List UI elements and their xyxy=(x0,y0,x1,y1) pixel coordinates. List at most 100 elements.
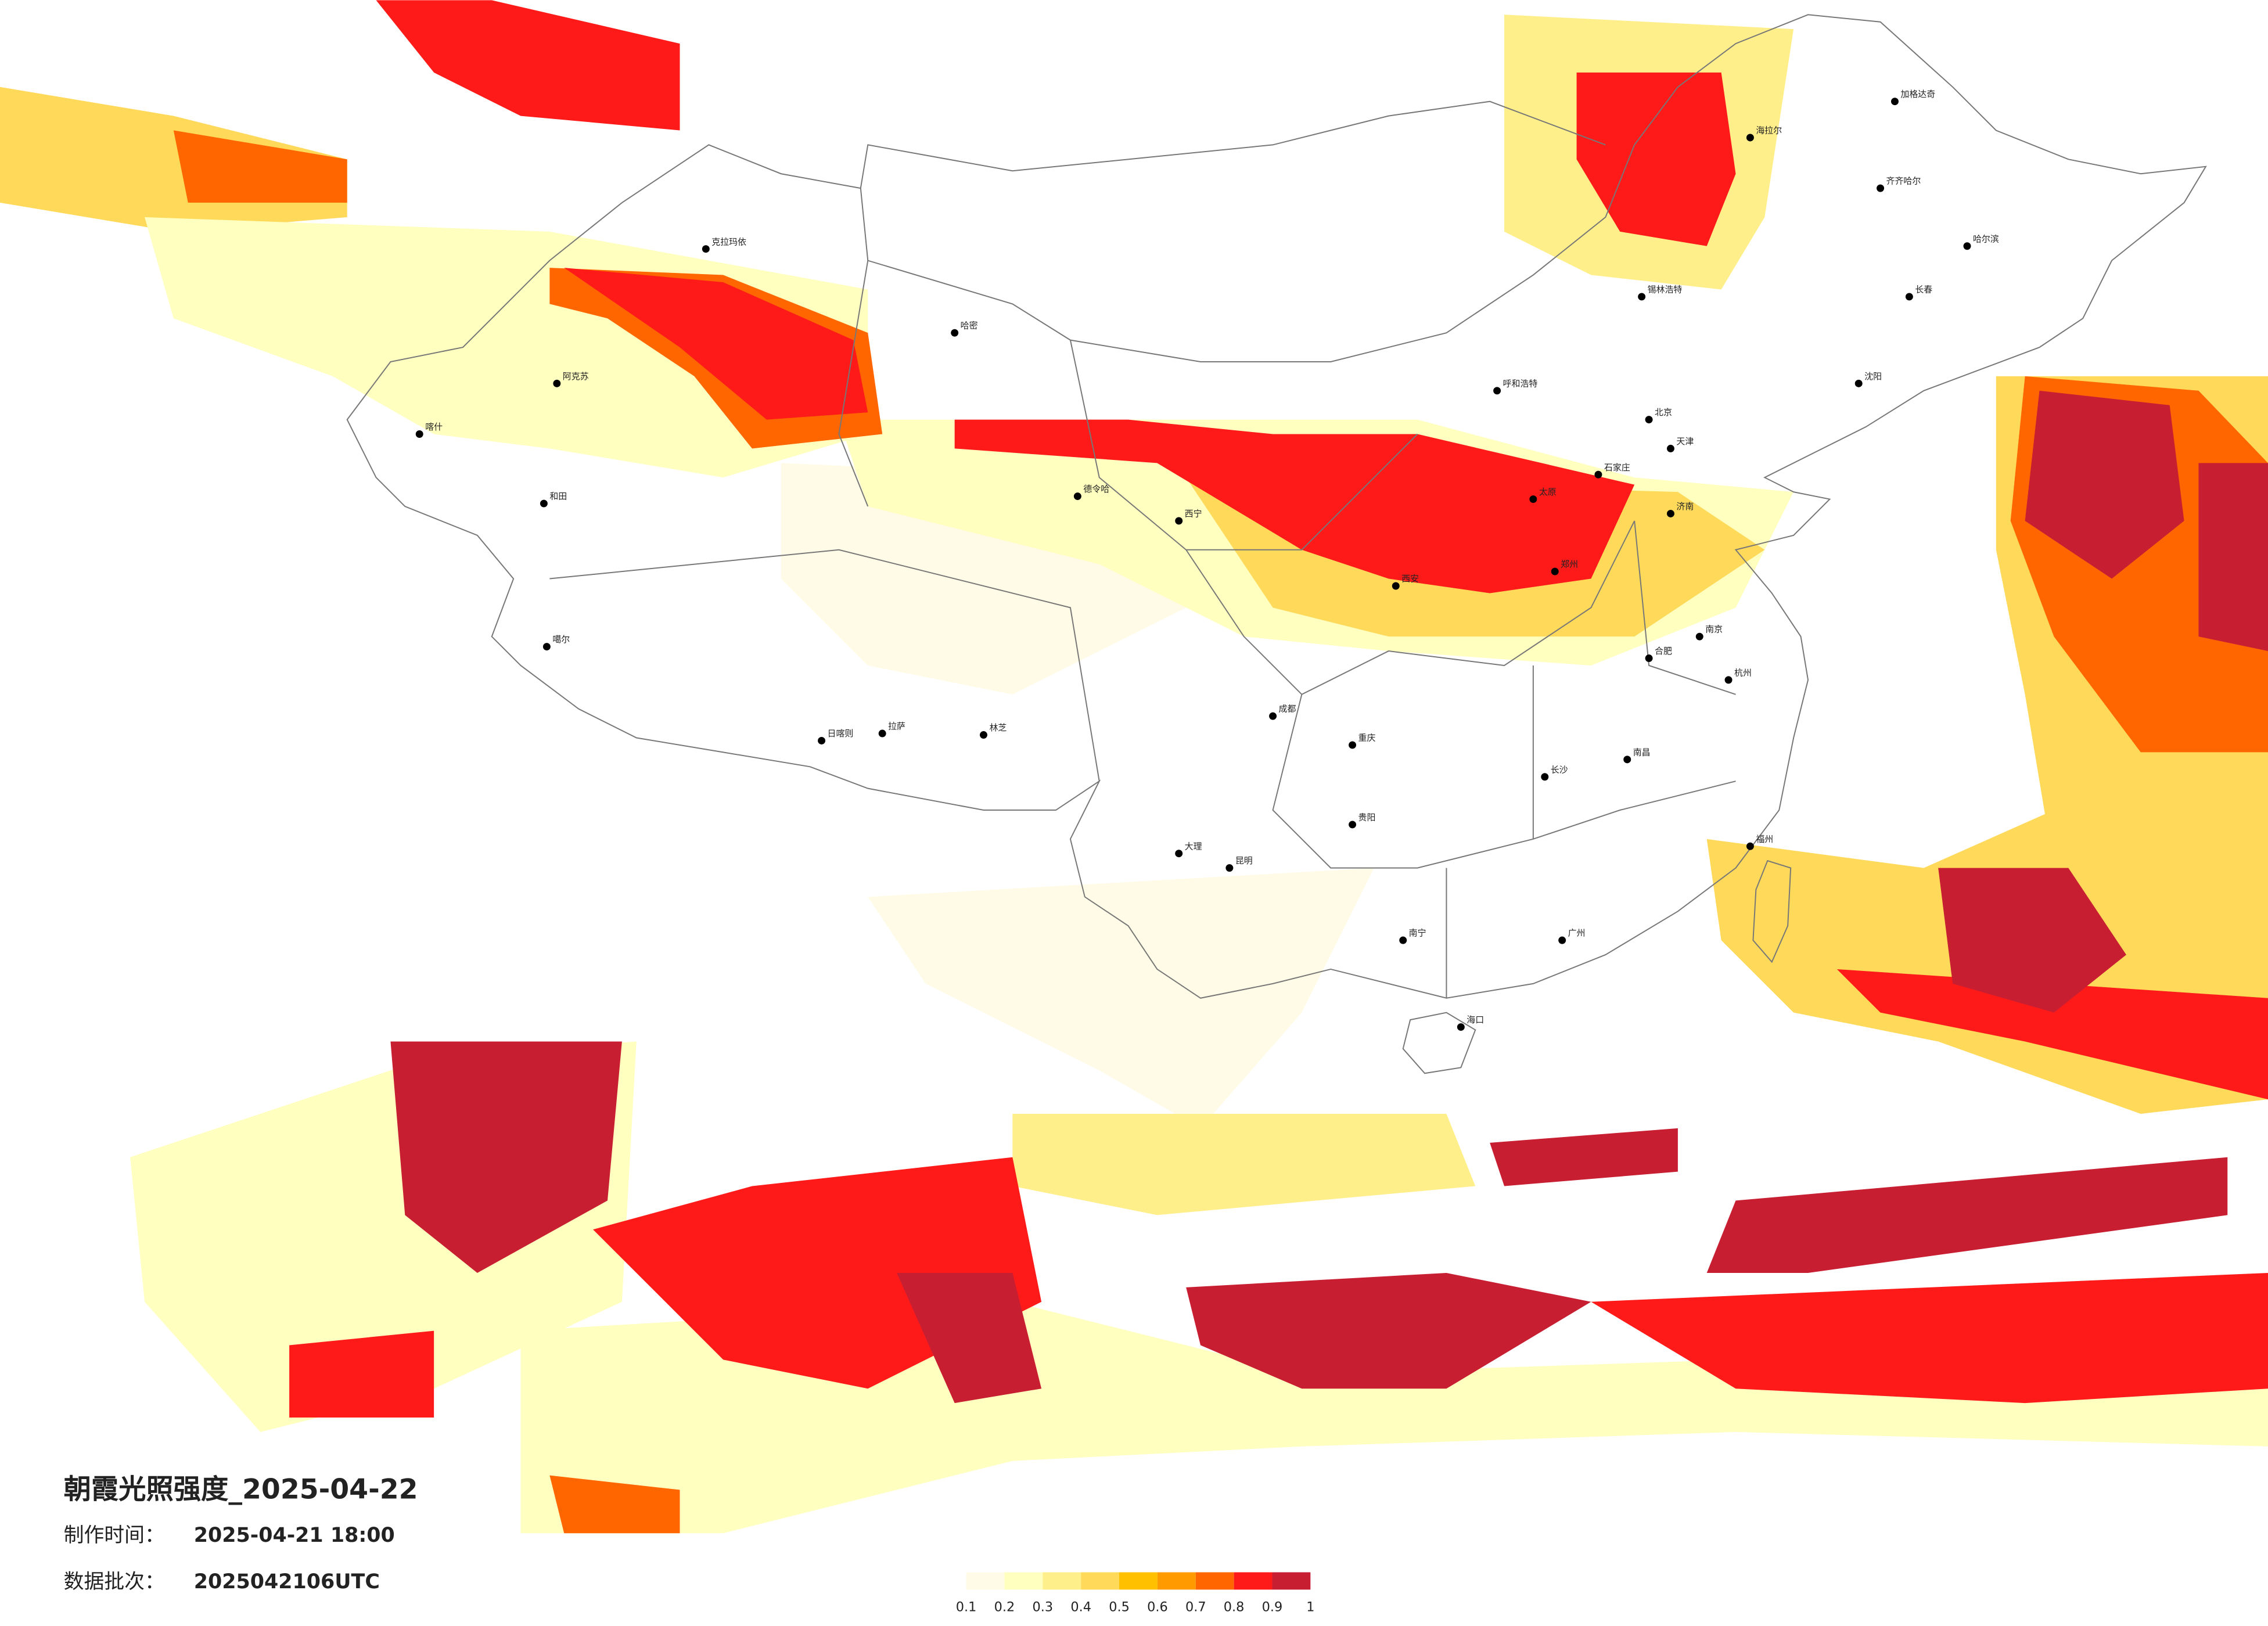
made-label: 制作时间： xyxy=(64,1524,165,1547)
intensity-area xyxy=(390,1041,622,1273)
city-dot xyxy=(1666,444,1674,452)
city-dot xyxy=(1890,98,1899,106)
city-label: 石家庄 xyxy=(1604,462,1630,473)
legend-tick-label: 0.8 xyxy=(1224,1600,1245,1615)
city-dot xyxy=(1175,850,1183,858)
city-dot xyxy=(1269,712,1277,720)
city-label: 南昌 xyxy=(1633,747,1651,757)
city-dot xyxy=(415,430,423,438)
intensity-area xyxy=(1186,1272,1591,1389)
mongolia-border xyxy=(860,100,1606,189)
city-label: 拉萨 xyxy=(888,721,905,732)
city-label: 锡林浩特 xyxy=(1648,284,1683,294)
batch-value: 2025042106UTC xyxy=(194,1570,380,1593)
city-dot xyxy=(702,245,710,253)
city-dot xyxy=(1399,936,1407,944)
city-dot xyxy=(1645,654,1653,662)
hainan xyxy=(1402,1012,1476,1074)
city-label: 天津 xyxy=(1676,436,1694,447)
city-label: 西宁 xyxy=(1185,508,1202,519)
city-dot xyxy=(1877,184,1885,192)
city-dot xyxy=(1746,134,1754,142)
city-dot xyxy=(818,737,826,744)
city-dot xyxy=(1225,864,1234,872)
city-dot xyxy=(1349,741,1357,749)
city-dot xyxy=(878,729,886,738)
city-dot xyxy=(1854,379,1863,387)
intensity-area xyxy=(376,0,680,131)
city-dot xyxy=(1541,773,1549,781)
legend-swatch xyxy=(1157,1572,1196,1590)
city-label: 林芝 xyxy=(989,722,1007,733)
batch-label: 数据批次： xyxy=(64,1570,165,1593)
legend-tick-label: 0.4 xyxy=(1070,1600,1091,1615)
city-label: 德令哈 xyxy=(1083,484,1109,494)
city-label: 加格达奇 xyxy=(1900,89,1935,99)
legend-tick-label: 0.6 xyxy=(1147,1600,1168,1615)
city-dot xyxy=(1349,821,1357,829)
intensity-area xyxy=(1591,1272,2268,1404)
intensity-area xyxy=(564,268,868,420)
legend-tick-label: 0.2 xyxy=(994,1600,1015,1615)
city-label: 和田 xyxy=(549,491,567,502)
city-label: 昆明 xyxy=(1235,855,1253,866)
city-label: 济南 xyxy=(1676,501,1694,512)
intensity-area xyxy=(1012,1114,1476,1215)
taiwan xyxy=(1752,859,1792,963)
legend-tick-label: 0.1 xyxy=(956,1600,977,1615)
borders xyxy=(346,14,2207,1074)
city-label: 合肥 xyxy=(1655,646,1672,656)
legend-swatch xyxy=(1043,1572,1081,1590)
city-dot xyxy=(1594,470,1602,479)
city-dot xyxy=(1551,567,1559,575)
intensity-area xyxy=(1576,72,1736,246)
city-dot xyxy=(951,329,959,337)
city-label: 喀什 xyxy=(425,422,443,432)
city-label: 贵阳 xyxy=(1358,812,1376,822)
legend: 0.1 0.2 0.3 0.4 0.5 0.6 0.7 0.8 0.9 1 xyxy=(956,1572,1314,1615)
legend-swatch xyxy=(1081,1572,1120,1590)
city-dot xyxy=(1905,293,1913,301)
legend-tick-label: 0.3 xyxy=(1033,1600,1054,1615)
intensity-area xyxy=(289,1330,434,1418)
intensity-area xyxy=(897,1272,1042,1404)
city-label: 日喀则 xyxy=(828,728,854,739)
intensity-area xyxy=(1836,969,2268,1100)
city-dot xyxy=(1392,582,1400,590)
intensity-area xyxy=(2025,390,2184,579)
city-dot xyxy=(1724,676,1733,684)
city-label: 北京 xyxy=(1655,407,1672,418)
intensity-area xyxy=(549,1475,680,1534)
legend-swatch xyxy=(1004,1572,1043,1590)
city-label: 成都 xyxy=(1279,704,1296,714)
city-label: 呼和浩特 xyxy=(1503,378,1538,388)
city-label: 西安 xyxy=(1401,574,1419,584)
city-label: 沈阳 xyxy=(1864,371,1882,382)
intensity-area xyxy=(1706,1157,2228,1273)
city-dot xyxy=(1529,495,1537,503)
city-label: 齐齐哈尔 xyxy=(1886,176,1921,186)
legend-tick-label: 0.7 xyxy=(1185,1600,1206,1615)
city-dot xyxy=(540,499,548,508)
city-label: 噶尔 xyxy=(552,634,570,645)
intensity-area xyxy=(173,130,347,203)
city-dot xyxy=(553,379,561,387)
city-label: 海拉尔 xyxy=(1756,125,1782,135)
legend-swatch xyxy=(1119,1572,1158,1590)
city-dot xyxy=(1695,632,1703,641)
legend-swatch xyxy=(1234,1572,1273,1590)
city-label: 长春 xyxy=(1915,284,1932,294)
legend-swatch xyxy=(1195,1572,1234,1590)
intensity-area xyxy=(1490,1128,1678,1186)
legend-tick-label: 0.9 xyxy=(1262,1600,1283,1615)
legend-tick-label: 0.5 xyxy=(1109,1600,1130,1615)
city-dot xyxy=(1073,492,1081,501)
city-label: 哈尔滨 xyxy=(1973,233,1999,244)
city-dot xyxy=(1175,517,1183,525)
title: 朝霞光照强度_2025-04-22 xyxy=(64,1473,418,1505)
intensity-area xyxy=(2198,463,2268,652)
city-dot xyxy=(1645,416,1653,424)
city-label: 郑州 xyxy=(1561,559,1578,570)
